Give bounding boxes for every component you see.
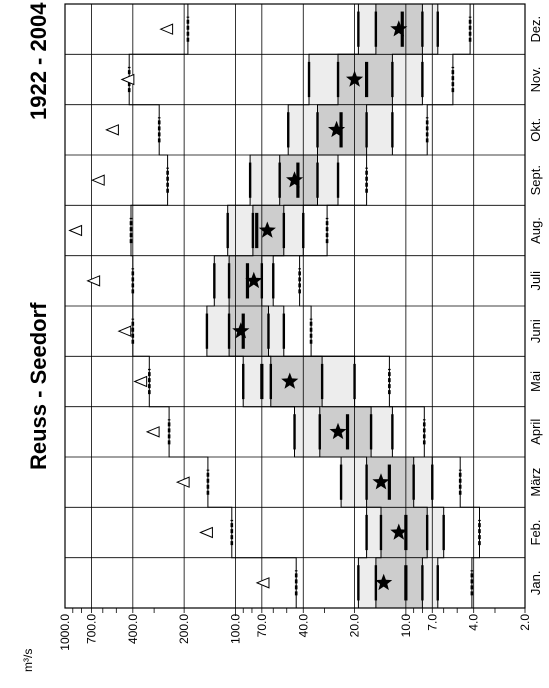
extreme-triangle [120, 73, 135, 86]
ticks-layer: 1000.0 700.0 400.0 200.0 100.0 70.0 40.0 20.0 10… [58, 16, 543, 651]
value-tick-label: 100.0 [228, 614, 242, 644]
mean-star [286, 171, 304, 188]
month-label: Juni [528, 319, 543, 343]
value-tick-label: 7.0 [425, 614, 439, 631]
chart-period: 1922 - 2004 [26, 2, 51, 120]
mean-star [372, 473, 390, 490]
mean-star [281, 372, 299, 389]
mean-star [232, 322, 250, 339]
mean-star [390, 20, 408, 37]
extreme-triangle [145, 426, 160, 438]
extreme-triangle [90, 174, 105, 186]
value-tick-label: 70.0 [255, 614, 269, 638]
month-label: Okt. [528, 118, 543, 142]
month-label: Nov. [528, 67, 543, 93]
value-tick-label: 700.0 [84, 614, 98, 644]
extreme-triangle [117, 325, 132, 337]
value-tick-label: 2.0 [518, 614, 532, 631]
unit-label: m³/s [21, 649, 35, 672]
chart-title: Reuss - Seedorf [26, 302, 51, 470]
line-p10 [272, 4, 445, 608]
mean-star [258, 221, 276, 238]
month-label: Mai [528, 371, 543, 392]
lines-layer [128, 4, 480, 608]
line-max [128, 4, 297, 608]
marks-layer [68, 11, 481, 601]
mean-star [375, 573, 393, 591]
line-min [299, 4, 480, 608]
value-tick-label: 4.0 [467, 614, 481, 631]
month-label: April [528, 419, 543, 445]
value-tick-label: 40.0 [296, 614, 310, 638]
extreme-triangle [199, 526, 213, 539]
extreme-triangle [175, 476, 190, 488]
value-tick-label: 10.0 [399, 614, 413, 638]
month-label: Aug. [528, 217, 543, 244]
mean-star [328, 120, 346, 138]
line-p90 [206, 4, 368, 608]
value-tick-label: 20.0 [348, 614, 362, 638]
grid-layer [64, 3, 526, 609]
value-tick-label: 200.0 [177, 614, 191, 644]
value-tick-label: 400.0 [126, 614, 140, 644]
month-label: März [528, 468, 543, 497]
mean-star [329, 422, 347, 440]
mean-star [390, 523, 408, 540]
month-label: Dez. [528, 16, 543, 43]
extreme-triangle [68, 224, 83, 237]
extreme-triangle [86, 275, 101, 287]
month-label: Jan. [528, 571, 543, 596]
extreme-triangle [255, 577, 270, 589]
extreme-triangle [159, 23, 174, 35]
mean-star [346, 70, 364, 87]
month-label: Juli [528, 271, 543, 291]
extreme-triangle [133, 375, 148, 388]
line-q25 [261, 4, 428, 608]
month-label: Feb. [528, 519, 543, 545]
month-label: Sept. [528, 165, 543, 195]
mean-star [245, 271, 263, 289]
line-q75 [228, 4, 382, 608]
value-tick-label: 1000.0 [58, 614, 72, 651]
extreme-triangle [105, 124, 119, 136]
